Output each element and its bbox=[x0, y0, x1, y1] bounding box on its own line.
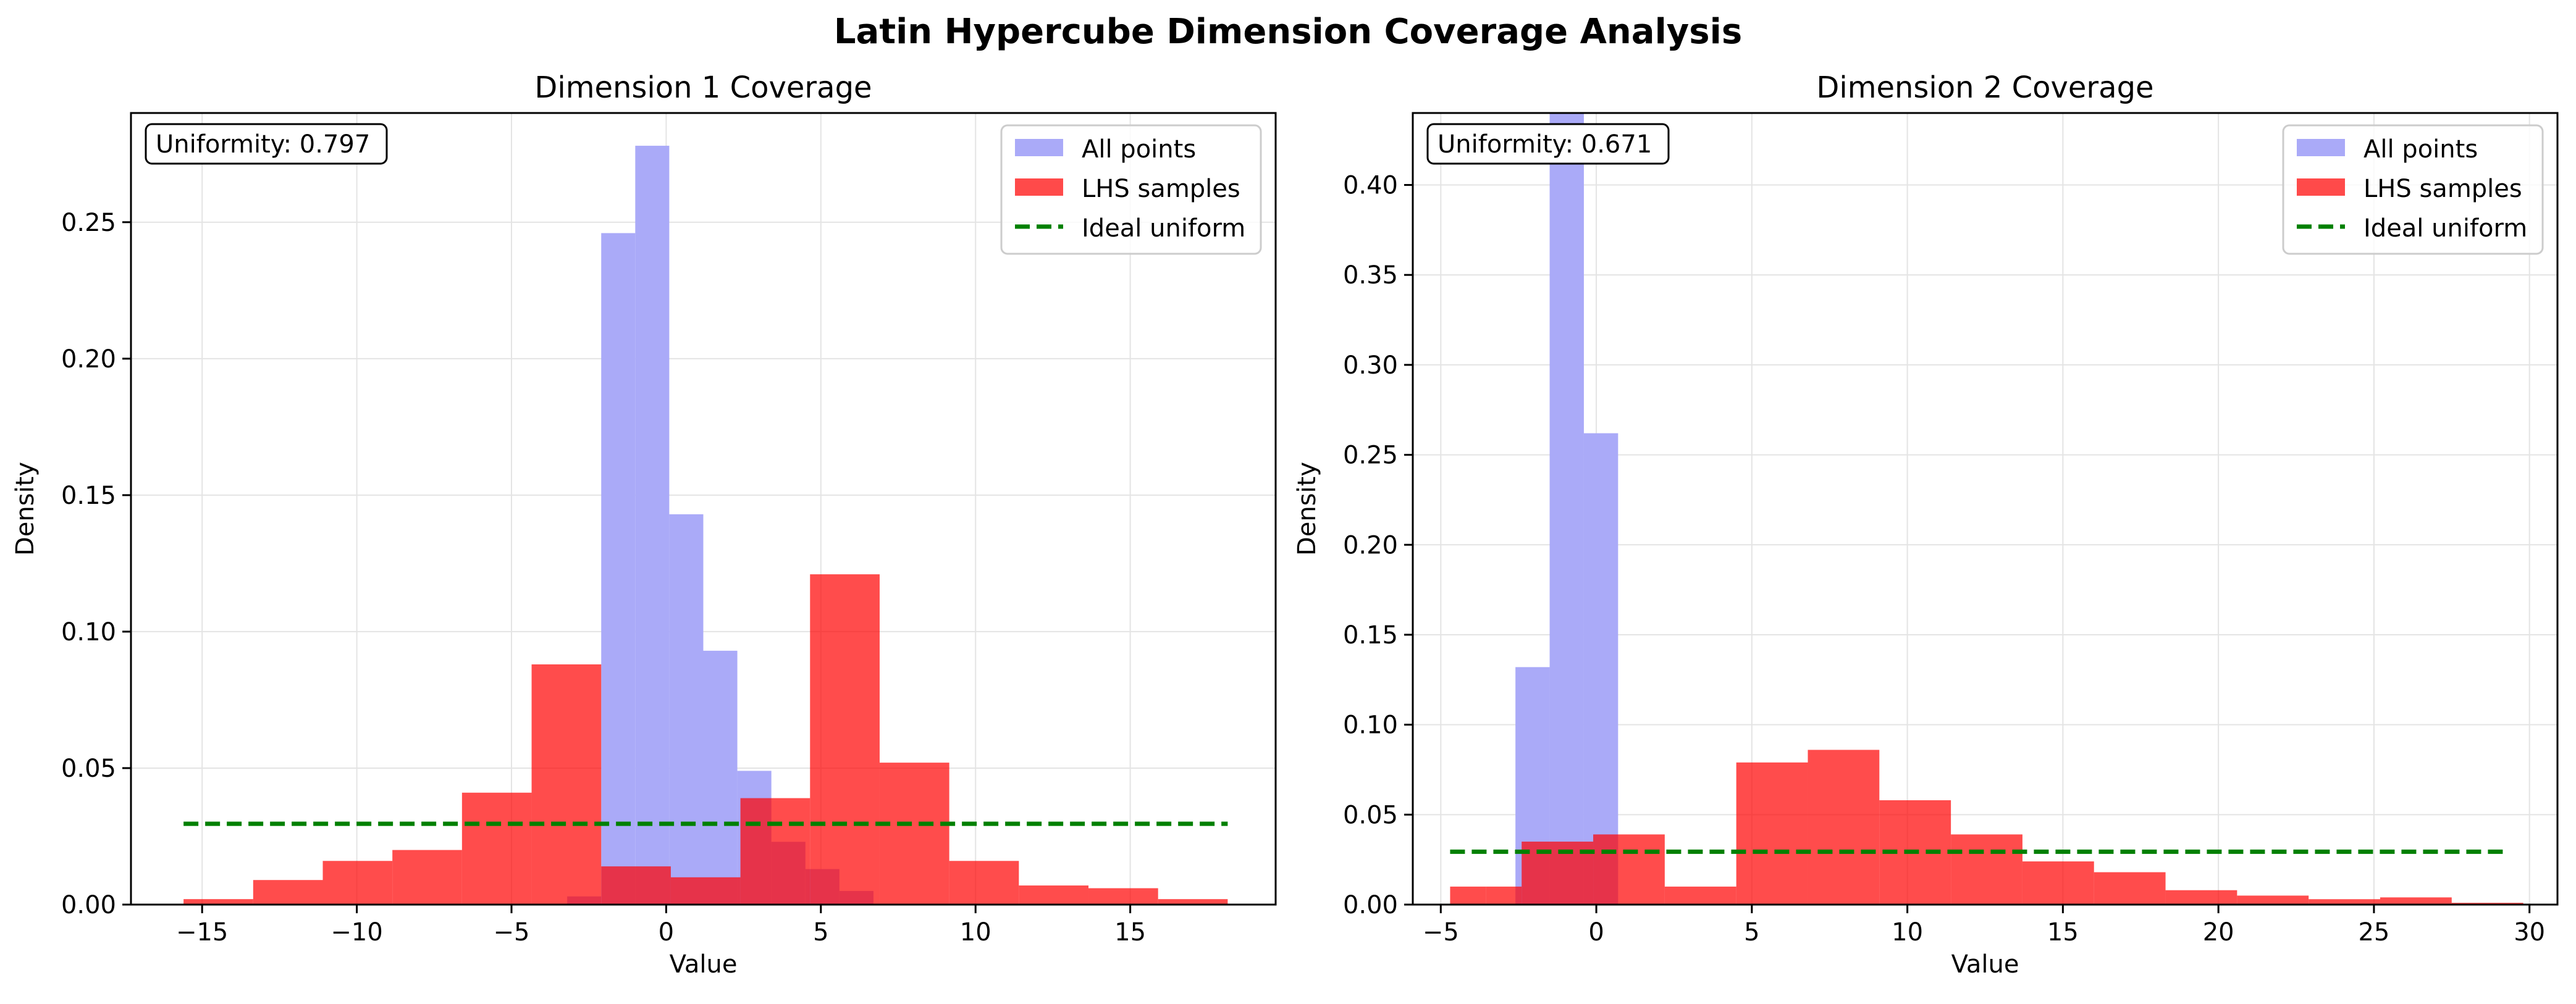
lhs-samples-bar bbox=[740, 798, 810, 905]
legend-label: LHS samples bbox=[1082, 175, 1240, 203]
x-tick-label: −5 bbox=[1423, 918, 1459, 947]
legend-label: Ideal uniform bbox=[2363, 214, 2527, 243]
x-tick-label: 0 bbox=[1588, 918, 1604, 947]
x-axis-label: Value bbox=[1951, 950, 2019, 979]
legend-swatch-all-points bbox=[2297, 139, 2345, 156]
x-tick-label: 15 bbox=[1114, 918, 1146, 947]
axes-title: Dimension 1 Coverage bbox=[534, 70, 872, 105]
axes-title: Dimension 2 Coverage bbox=[1816, 70, 2153, 105]
lhs-samples-bar bbox=[1951, 834, 2022, 905]
uniformity-text: Uniformity: 0.797 bbox=[156, 130, 370, 159]
x-tick-label: 15 bbox=[2047, 918, 2079, 947]
x-axis-label: Value bbox=[670, 950, 738, 979]
lhs-samples-bar bbox=[392, 850, 462, 905]
legend-swatch-all-points bbox=[1015, 139, 1063, 156]
lhs-samples-bar bbox=[1664, 886, 1736, 905]
x-tick-label: 10 bbox=[960, 918, 991, 947]
all-points-bar bbox=[601, 233, 636, 905]
y-tick-label: 0.15 bbox=[1343, 621, 1398, 650]
y-tick-label: 0.35 bbox=[1343, 261, 1398, 290]
figure-suptitle: Latin Hypercube Dimension Coverage Analy… bbox=[834, 12, 1742, 52]
legend-box bbox=[2282, 124, 2544, 255]
legend-label: All points bbox=[2363, 135, 2478, 164]
legend-swatch-lhs-samples bbox=[2297, 178, 2345, 196]
lhs-samples-bar bbox=[1450, 886, 1486, 905]
plot-area bbox=[1450, 113, 2523, 905]
lhs-samples-bar bbox=[670, 877, 741, 905]
y-tick-label: 0.05 bbox=[61, 755, 116, 783]
x-tick-label: 0 bbox=[659, 918, 674, 947]
lhs-samples-bar bbox=[1486, 886, 1522, 905]
lhs-samples-bar bbox=[1808, 750, 1880, 905]
lhs-samples-bar bbox=[1736, 762, 1808, 905]
legend-swatch-lhs-samples bbox=[1015, 178, 1063, 196]
lhs-samples-bar bbox=[253, 880, 323, 905]
lhs-samples-bar bbox=[949, 861, 1019, 905]
x-tick-label: 20 bbox=[2203, 918, 2234, 947]
x-tick-label: 25 bbox=[2358, 918, 2389, 947]
axes-frame bbox=[1412, 112, 2559, 906]
x-tick-label: −5 bbox=[494, 918, 530, 947]
x-tick-label: 5 bbox=[1744, 918, 1759, 947]
y-tick-label: 0.00 bbox=[1343, 891, 1398, 919]
y-tick-label: 0.20 bbox=[61, 345, 116, 374]
y-axis-label: Density bbox=[1293, 462, 1321, 556]
lhs-samples-bar bbox=[879, 763, 949, 905]
panel-dimension-1: −15 −10 −5 0 5 10 15 0.00 0.05 0.10 0.15 0.20 0.25 Di… bbox=[11, 70, 1277, 979]
lhs-samples-bar bbox=[2309, 899, 2380, 905]
y-tick-label: 0.10 bbox=[1343, 711, 1398, 740]
legend: All points LHS samples Ideal uniform bbox=[1000, 124, 1262, 255]
y-tick-label: 0.25 bbox=[1343, 441, 1398, 470]
uniformity-text: Uniformity: 0.671 bbox=[1437, 130, 1652, 159]
x-tick-label: 5 bbox=[813, 918, 828, 947]
lhs-samples-bar bbox=[1158, 899, 1228, 905]
lhs-samples-bar bbox=[322, 861, 393, 905]
lhs-samples-bar bbox=[1088, 888, 1158, 905]
plot-area bbox=[183, 146, 1228, 905]
legend-label: LHS samples bbox=[2363, 175, 2522, 203]
uniformity-annotation: Uniformity: 0.671 bbox=[1426, 123, 1670, 165]
all-points-bar bbox=[1549, 113, 1584, 905]
x-tick-label: 30 bbox=[2514, 918, 2545, 947]
lhs-samples-bar bbox=[810, 574, 880, 905]
lhs-samples-bar bbox=[2022, 861, 2094, 905]
lhs-samples-bar bbox=[601, 866, 671, 905]
lhs-samples-bar bbox=[2094, 872, 2166, 905]
lhs-samples-bar bbox=[183, 899, 253, 905]
lhs-samples-bar bbox=[1019, 885, 1089, 905]
uniformity-annotation: Uniformity: 0.797 bbox=[145, 123, 388, 165]
y-tick-label: 0.15 bbox=[61, 482, 116, 510]
lhs-samples-bar bbox=[2380, 897, 2452, 905]
legend: All points LHS samples Ideal uniform bbox=[2282, 124, 2544, 255]
lhs-samples-bar bbox=[531, 664, 602, 905]
y-tick-label: 0.40 bbox=[1343, 172, 1398, 200]
lhs-samples-bar bbox=[2237, 895, 2309, 905]
y-axis-label: Density bbox=[11, 462, 40, 556]
x-tick-label: −10 bbox=[330, 918, 382, 947]
y-tick-label: 0.25 bbox=[61, 209, 116, 237]
y-tick-label: 0.00 bbox=[61, 891, 116, 919]
lhs-samples-bar bbox=[2165, 890, 2237, 905]
legend-label: Ideal uniform bbox=[1082, 214, 1245, 243]
panel-dimension-2: −5 0 5 10 15 20 25 30 0.00 0.05 0.10 0.15 0.20 0.25 0.… bbox=[1293, 70, 2559, 979]
annotation-box bbox=[145, 123, 388, 165]
all-points-bar bbox=[1583, 433, 1618, 905]
axes-frame bbox=[130, 112, 1277, 906]
y-tick-label: 0.10 bbox=[61, 618, 116, 646]
x-tick-label: −15 bbox=[176, 918, 228, 947]
x-tick-label: 10 bbox=[1892, 918, 1923, 947]
all-points-bar bbox=[635, 146, 670, 905]
legend-box bbox=[1000, 124, 1262, 255]
y-tick-label: 0.20 bbox=[1343, 531, 1398, 559]
all-points-bar bbox=[703, 650, 738, 905]
legend-label: All points bbox=[1082, 135, 1196, 164]
y-tick-label: 0.05 bbox=[1343, 801, 1398, 829]
y-tick-label: 0.30 bbox=[1343, 351, 1398, 380]
all-points-bar bbox=[669, 514, 704, 905]
lhs-samples-bar bbox=[1593, 834, 1665, 905]
lhs-samples-bar bbox=[461, 792, 532, 905]
annotation-box bbox=[1426, 123, 1670, 165]
